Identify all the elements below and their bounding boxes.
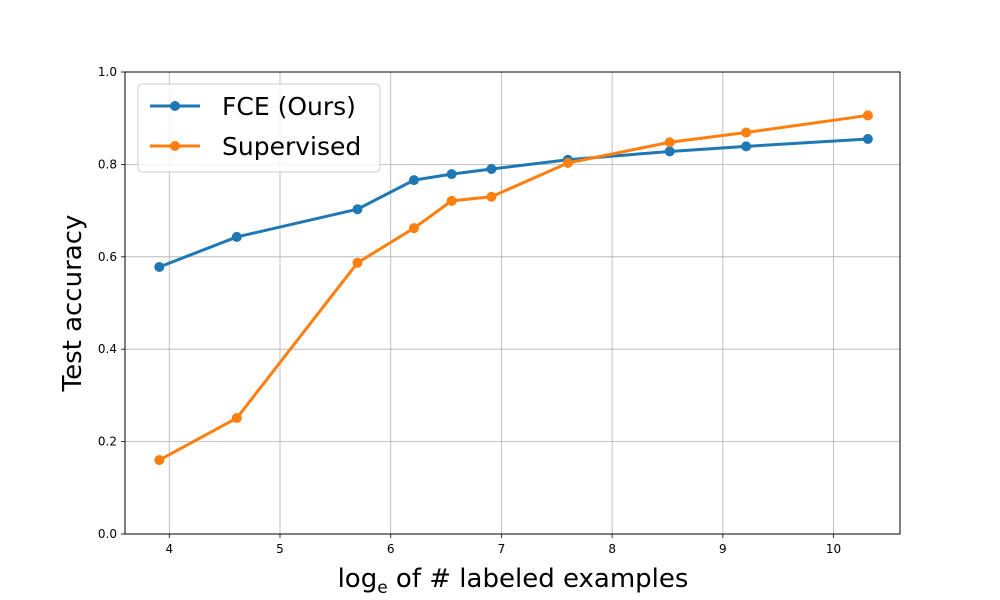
x-axis-label-subscript: e — [377, 578, 387, 598]
data-point-supervised — [562, 158, 573, 169]
data-point-supervised — [408, 223, 419, 234]
x-tick-label: 10 — [826, 542, 841, 556]
x-tick-label: 4 — [165, 542, 173, 556]
y-tick-label: 0.4 — [98, 342, 117, 356]
data-point-supervised — [352, 257, 363, 268]
x-tick-label: 5 — [276, 542, 284, 556]
y-tick-label: 0.0 — [98, 527, 117, 541]
y-tick-label: 1.0 — [98, 65, 117, 79]
data-point-supervised — [486, 191, 497, 202]
legend: FCE (Ours) Supervised — [137, 83, 381, 173]
data-point-fce — [664, 146, 675, 157]
x-tick-label: 7 — [498, 542, 506, 556]
data-point-supervised — [446, 195, 457, 206]
legend-label-supervised: Supervised — [222, 132, 361, 161]
data-point-fce — [446, 169, 457, 180]
data-point-fce — [408, 175, 419, 186]
data-point-fce — [154, 261, 165, 272]
y-tick-label: 0.8 — [98, 157, 117, 171]
y-tick-label: 0.2 — [98, 435, 117, 449]
data-point-fce — [486, 164, 497, 175]
series-line-supervised — [157, 113, 870, 462]
plot-frame — [124, 71, 901, 535]
legend-marker-fce — [170, 101, 180, 111]
data-point-fce — [862, 133, 873, 144]
y-tick-label: 0.6 — [98, 250, 117, 264]
data-point-supervised — [741, 127, 752, 138]
x-axis-label: loge of # labeled examples — [338, 564, 689, 598]
series-line-fce — [157, 137, 870, 269]
data-point-supervised — [664, 137, 675, 148]
data-point-fce — [352, 204, 363, 215]
x-tick-label: 9 — [719, 542, 727, 556]
data-point-fce — [231, 231, 242, 242]
x-tick-label: 6 — [387, 542, 395, 556]
y-axis-label: Test accuracy — [58, 215, 88, 393]
ticks: 4 5 6 7 8 9 10 0.0 0.2 0.4 0.6 0.8 1.0 — [98, 65, 841, 556]
data-point-fce — [741, 141, 752, 152]
data-point-supervised — [231, 413, 242, 424]
legend-marker-supervised — [170, 141, 180, 151]
series-layer — [154, 110, 873, 466]
legend-label-fce: FCE (Ours) — [222, 92, 356, 121]
data-point-supervised — [154, 455, 165, 466]
data-point-supervised — [862, 110, 873, 121]
x-tick-label: 8 — [608, 542, 616, 556]
